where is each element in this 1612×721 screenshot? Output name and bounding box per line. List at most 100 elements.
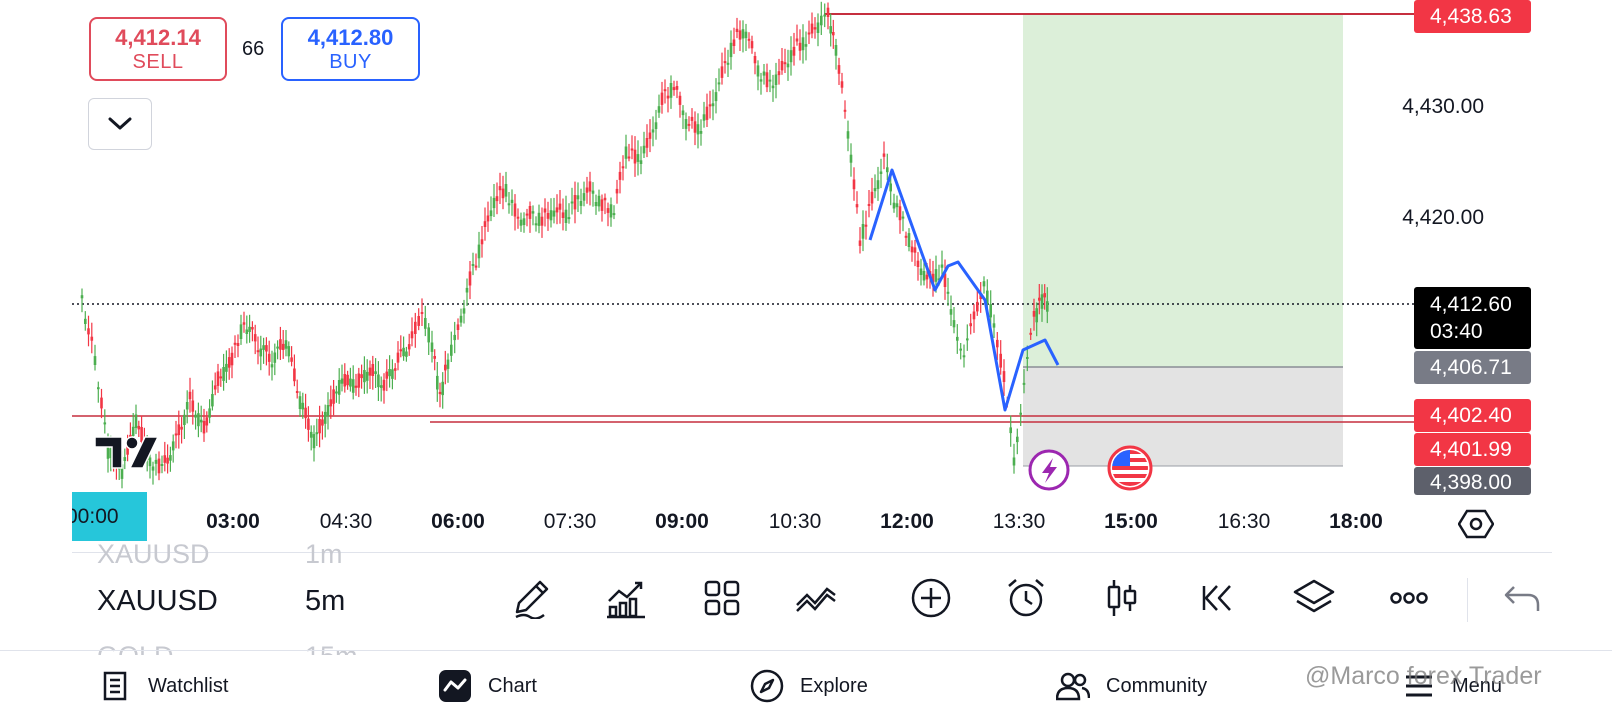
candle-body: [123, 457, 127, 461]
candle-body: [783, 62, 787, 65]
candle-body: [702, 114, 706, 121]
more-icon[interactable]: [1386, 575, 1432, 621]
candle-body: [371, 364, 375, 376]
candle-body: [273, 352, 277, 363]
indicators-icon[interactable]: [603, 575, 649, 621]
candle-body: [163, 455, 167, 463]
nav-label: Community: [1106, 674, 1208, 697]
candle-body: [444, 364, 447, 371]
lightning-event-icon[interactable]: [1028, 449, 1070, 491]
interval-value[interactable]: 5m: [305, 585, 346, 617]
candle-body: [999, 353, 1002, 368]
candle-body: [126, 441, 129, 455]
nav-watchlist[interactable]: Watchlist: [98, 669, 228, 703]
undo-icon[interactable]: [1500, 575, 1546, 621]
chevron-down-icon: [108, 117, 132, 130]
candle-body: [279, 339, 282, 350]
candle-body: [561, 212, 565, 218]
candle-body: [293, 368, 296, 382]
candle-body: [424, 318, 427, 329]
buy-label: BUY: [329, 51, 372, 73]
candle-body: [867, 204, 871, 206]
symbol-name[interactable]: XAUUSD: [97, 585, 218, 617]
nav-community[interactable]: Community: [1056, 669, 1207, 703]
candle-body: [600, 199, 604, 211]
candle-body: [477, 244, 481, 259]
candle-body: [892, 202, 896, 209]
time-axis-label: 13:30: [992, 510, 1046, 533]
pencil-icon[interactable]: [508, 575, 554, 621]
nav-explore[interactable]: Explore: [750, 669, 868, 703]
candle-body: [756, 65, 760, 77]
patterns-icon[interactable]: [793, 575, 839, 621]
candle-body: [591, 190, 595, 194]
candle-body: [648, 132, 652, 139]
candle-body: [934, 269, 938, 282]
candle-body: [312, 434, 316, 449]
candle-body: [492, 197, 496, 209]
candle-body: [555, 207, 559, 213]
add-icon[interactable]: [908, 575, 954, 621]
candle-body: [820, 15, 823, 26]
candle-body: [174, 433, 178, 436]
candle-body: [810, 23, 814, 34]
time-axis-label: 07:30: [543, 510, 597, 533]
candle-body: [259, 348, 263, 357]
candle-body: [1046, 301, 1049, 312]
candle-body: [925, 274, 929, 280]
candle-body: [624, 146, 628, 159]
next-symbol[interactable]: GOLD: [97, 641, 174, 655]
price-badge-stop: 4,398.00: [1414, 467, 1531, 495]
collapse-button[interactable]: [88, 98, 152, 150]
prev-interval[interactable]: 1m: [305, 541, 343, 567]
candle-body: [747, 38, 751, 41]
candle-body: [1035, 308, 1038, 323]
candle-body: [669, 83, 673, 98]
nav-chart[interactable]: Chart: [438, 669, 537, 703]
us-flag-icon[interactable]: [1107, 445, 1153, 491]
candle-body: [699, 131, 703, 134]
next-interval[interactable]: 15m: [305, 641, 358, 655]
settings-icon[interactable]: [1457, 508, 1495, 545]
sell-button[interactable]: 4,412.14 SELL: [89, 17, 227, 81]
candle-body: [813, 27, 817, 30]
sell-label: SELL: [132, 51, 184, 73]
candle-body: [729, 42, 733, 58]
prev-symbol[interactable]: XAUUSD: [97, 541, 210, 567]
candle-body: [898, 206, 902, 221]
candle-body: [558, 203, 562, 210]
candle-body: [931, 273, 935, 283]
candle-body: [1009, 427, 1012, 434]
candle-body: [804, 44, 808, 47]
candle-body: [462, 308, 466, 314]
candle-body: [222, 367, 225, 381]
candle-body: [1032, 311, 1036, 317]
price-chart[interactable]: [0, 0, 1612, 495]
candle-body: [160, 464, 164, 466]
candle-body: [495, 196, 499, 202]
candle-body: [774, 74, 778, 85]
alarm-icon[interactable]: [1003, 575, 1049, 621]
nav-label: Explore: [800, 674, 868, 697]
nav-menu[interactable]: Menu: [1402, 669, 1502, 703]
candle-body: [522, 218, 526, 225]
candle-body: [996, 339, 999, 348]
candle-body: [627, 156, 631, 159]
candle-body: [230, 352, 234, 366]
candle-body: [1038, 297, 1041, 301]
rewind-icon[interactable]: [1195, 575, 1241, 621]
candle-body: [1012, 457, 1016, 466]
candle-body: [907, 233, 911, 247]
buy-button[interactable]: 4,412.80 BUY: [281, 17, 420, 81]
candle-body: [946, 291, 950, 294]
candle-body: [882, 153, 886, 157]
candle-body: [969, 323, 972, 327]
candle-body: [789, 50, 793, 63]
candle-body: [349, 378, 352, 387]
grid-icon[interactable]: [699, 575, 745, 621]
layers-icon[interactable]: [1291, 575, 1337, 621]
candle-body: [1043, 293, 1046, 298]
candles-icon[interactable]: [1099, 575, 1145, 621]
candle-body: [823, 14, 826, 17]
candle-body: [438, 391, 442, 395]
